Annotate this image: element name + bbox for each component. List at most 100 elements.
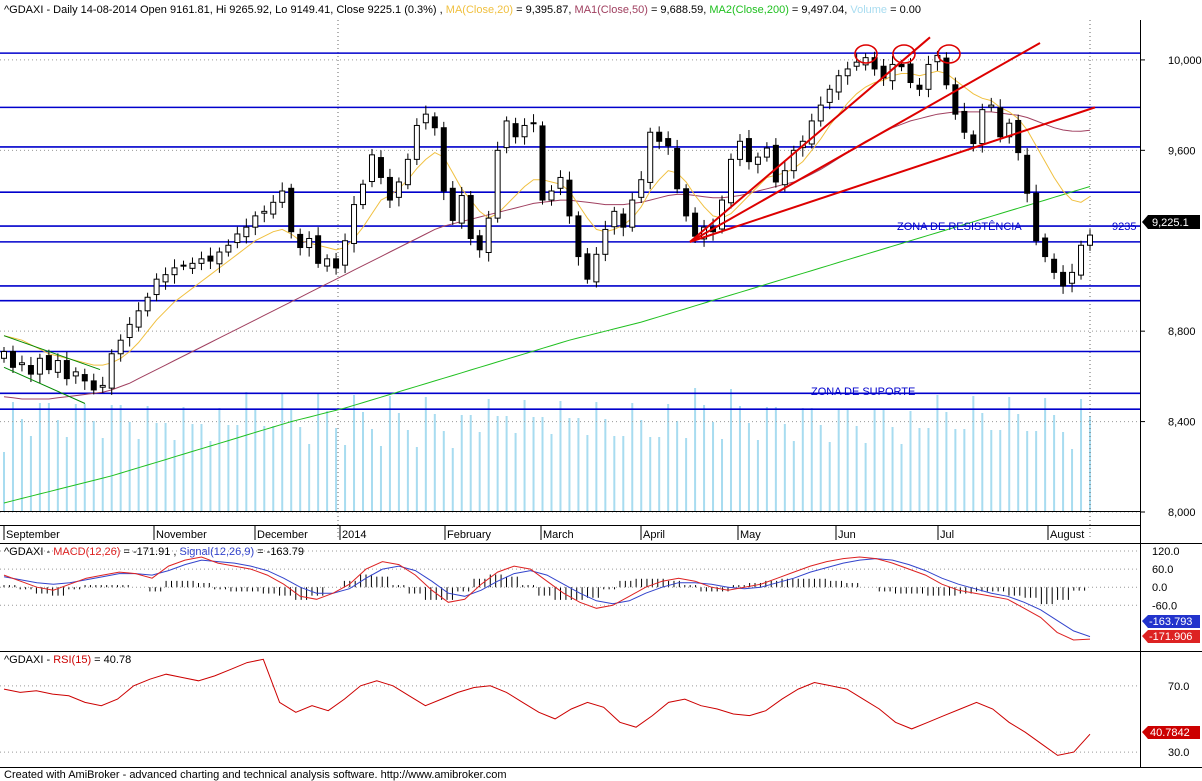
volume-bar	[146, 406, 149, 512]
volume-bar	[3, 452, 5, 512]
candle-body	[925, 63, 932, 90]
candle-body	[117, 339, 124, 355]
volume-bar	[712, 422, 715, 512]
volume-bar	[83, 404, 86, 512]
header-ohlc: ^GDAXI - Daily 14-08-2014 Open 9161.81, …	[4, 4, 437, 16]
candle-body	[297, 233, 304, 249]
candle-body	[745, 138, 752, 163]
volume-bar	[550, 434, 553, 512]
macd-label: MACD(12,26)	[53, 546, 120, 558]
candle	[117, 334, 124, 362]
candle	[961, 102, 968, 140]
volume-bar	[353, 395, 356, 512]
candle	[180, 260, 187, 271]
candle-body	[907, 63, 914, 84]
volume-bar	[667, 404, 670, 512]
candle	[925, 55, 932, 98]
candle-body	[512, 123, 519, 138]
candle-body	[1078, 244, 1085, 276]
top-circle	[854, 44, 878, 64]
volume-bar	[972, 396, 975, 512]
candle-body	[1033, 192, 1040, 242]
candle-body	[1015, 119, 1022, 154]
volume-bar	[1035, 431, 1038, 512]
volume-bar	[406, 430, 409, 512]
candle-body	[772, 144, 779, 183]
x-tick-label: 2014	[342, 529, 366, 541]
candle-body	[485, 217, 492, 253]
candle	[629, 192, 636, 232]
candle	[943, 52, 950, 90]
candle-body	[494, 149, 501, 219]
candle	[1060, 265, 1067, 294]
macd-y-axis: 120.0 60.0 0.0 -60.0	[1152, 546, 1180, 612]
candle-body	[216, 251, 223, 265]
volume-bar	[164, 423, 167, 512]
x-tick-label: November	[156, 529, 207, 541]
rsi-last-label: 40.7842	[1150, 727, 1190, 739]
volume-bar	[1008, 397, 1011, 512]
candle	[306, 231, 313, 257]
volume-bar	[765, 407, 768, 512]
rsi-line	[3, 658, 1091, 756]
trend-lines	[0, 36, 1140, 526]
candle-body	[342, 240, 349, 266]
rsi-y-axis: 70.0 30.0	[1168, 681, 1189, 759]
channel-line	[3, 335, 101, 371]
signal-last-marker: -163.793	[1142, 615, 1200, 628]
volume-bar	[801, 408, 804, 512]
candle	[458, 186, 465, 229]
volume-value: = 0.00	[890, 4, 921, 16]
top-circle	[937, 44, 961, 64]
candle	[808, 113, 815, 149]
macd-lines	[3, 556, 1091, 641]
candle	[413, 118, 420, 166]
volume-bar	[586, 435, 589, 512]
candle-body	[629, 199, 636, 228]
candle	[377, 150, 384, 185]
candle	[440, 121, 447, 201]
y-tick-label: 9,600	[1168, 145, 1196, 157]
volume-bar	[191, 424, 194, 512]
candle-body	[1060, 271, 1067, 287]
candle-body	[602, 228, 609, 255]
volume-bar	[918, 428, 921, 512]
volume-bar	[738, 406, 741, 512]
price-pane: 10,000 9,600 8,800 8,400 8,000 September Nove…	[0, 4, 1202, 767]
volume-bar	[846, 409, 849, 512]
signal-value: -163.79	[267, 546, 304, 558]
volume-bar	[478, 432, 481, 512]
candle	[557, 170, 564, 196]
volume-bar	[487, 399, 490, 512]
ma50-label: MA1(Close,50)	[575, 4, 648, 16]
ma50-value: = 9,688.59,	[651, 4, 706, 16]
rsi-grid	[0, 685, 1140, 753]
candle-body	[225, 244, 232, 253]
candle	[844, 61, 851, 85]
candle-body	[790, 149, 797, 172]
volume-bar	[891, 427, 894, 512]
candle	[476, 229, 483, 258]
volume-bar	[254, 409, 257, 512]
rsi-label: RSI(15)	[53, 654, 91, 666]
candle-body	[476, 235, 483, 251]
candle	[593, 247, 600, 288]
candle-body	[377, 157, 384, 178]
candle	[781, 162, 788, 192]
volume-bar	[74, 404, 77, 512]
volume-bar	[855, 426, 858, 512]
volume-bar	[1071, 449, 1074, 512]
candle	[754, 152, 761, 174]
candle-body	[360, 183, 367, 206]
candle	[18, 355, 25, 372]
candle-body	[916, 84, 923, 90]
candle-body	[548, 190, 555, 201]
candle	[1069, 263, 1076, 293]
candle-body	[727, 158, 734, 204]
y-tick-label: 120.0	[1152, 546, 1180, 558]
candle-body	[54, 360, 61, 373]
candle-body	[449, 187, 456, 221]
candle-body	[324, 258, 331, 267]
y-tick-label: -60.0	[1152, 600, 1177, 612]
volume-bar	[362, 412, 365, 512]
